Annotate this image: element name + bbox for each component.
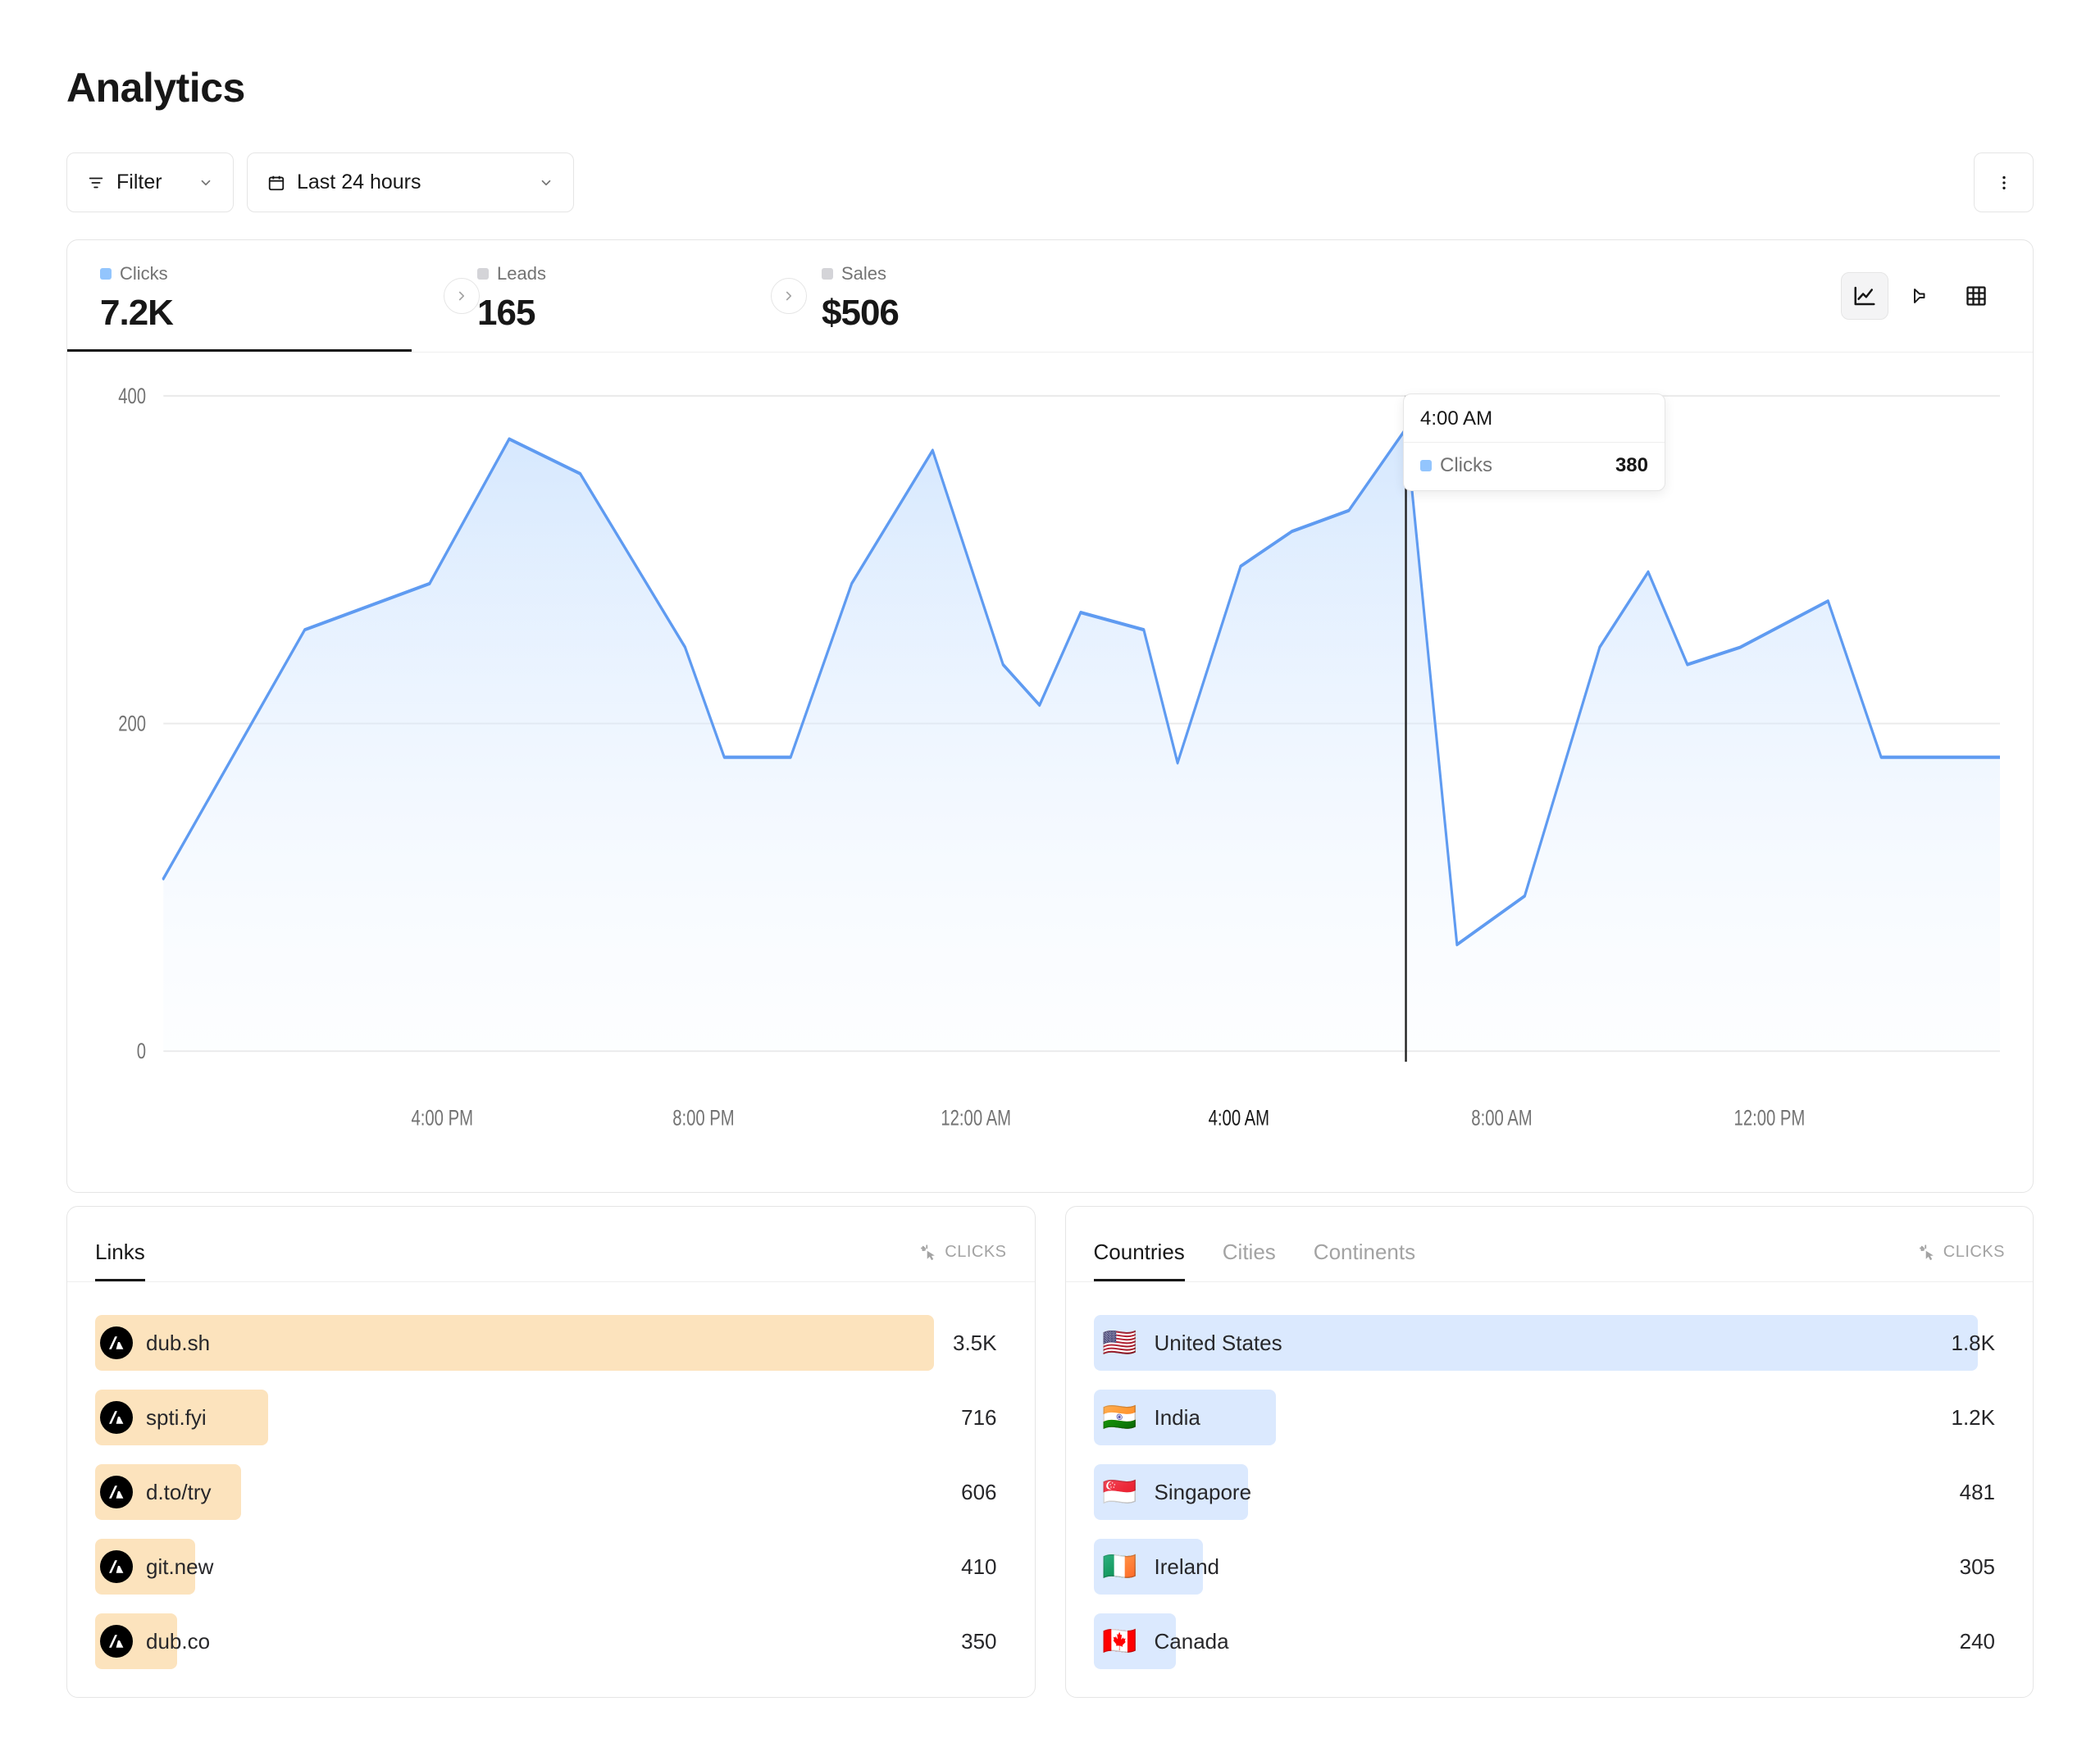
svg-text:8:00 PM: 8:00 PM <box>672 1106 734 1131</box>
svg-text:12:00 PM: 12:00 PM <box>1734 1106 1806 1131</box>
svg-text:12:00 AM: 12:00 AM <box>941 1106 1011 1131</box>
svg-text:0: 0 <box>137 1039 146 1064</box>
svg-text:400: 400 <box>118 385 146 409</box>
svg-text:4:00 PM: 4:00 PM <box>411 1106 472 1131</box>
svg-text:4:00 AM: 4:00 AM <box>1209 1106 1269 1131</box>
svg-text:200: 200 <box>118 712 146 737</box>
svg-text:8:00 AM: 8:00 AM <box>1471 1106 1532 1131</box>
